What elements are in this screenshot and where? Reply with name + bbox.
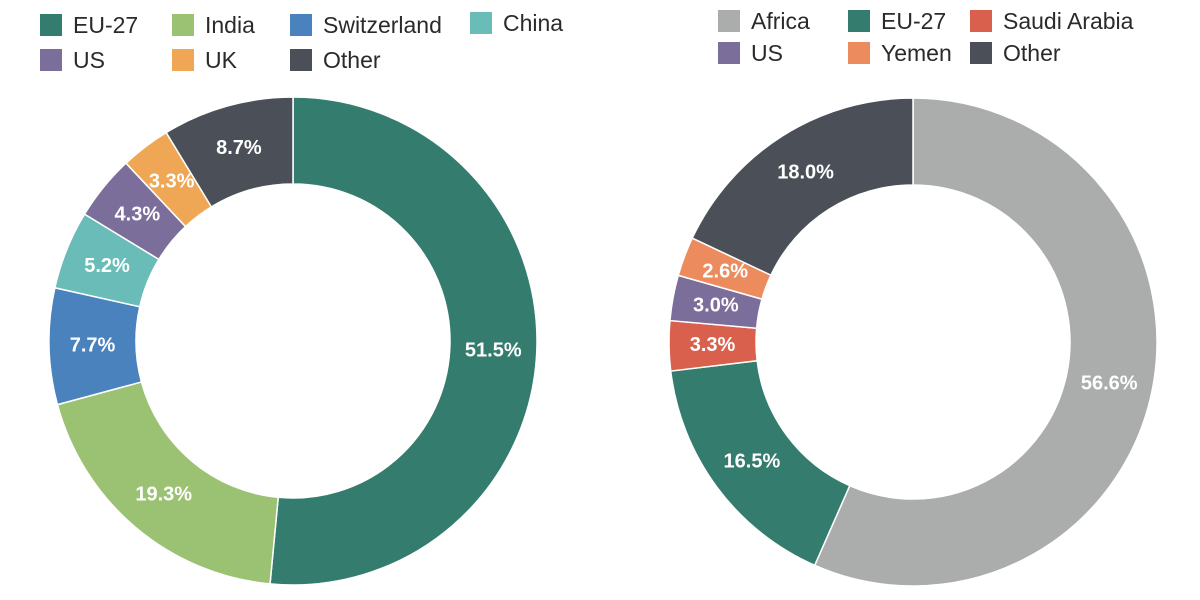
legend-item-africa: Africa xyxy=(718,8,810,34)
right-slice-other xyxy=(691,97,914,277)
legend-label-africa: Africa xyxy=(751,7,810,34)
right-slice-label-other: 18.0% xyxy=(777,162,834,184)
legend-swatch-yemen xyxy=(848,42,870,64)
legend-item-other-right: Other xyxy=(970,40,1061,66)
legend-swatch-china xyxy=(470,12,492,34)
legend-label-eu27: EU-27 xyxy=(73,11,139,38)
legend-item-us-right: US xyxy=(718,40,783,66)
legend-label-other: Other xyxy=(323,46,381,73)
legend-swatch-other xyxy=(290,49,312,71)
legend-swatch-eu27-right xyxy=(848,10,870,32)
legend-swatch-saudi-arabia xyxy=(970,10,992,32)
legend-label-yemen: Yemen xyxy=(881,39,952,66)
left-slice-label-uk: 3.3% xyxy=(149,170,195,192)
right-slice-africa xyxy=(813,97,1158,587)
legend-label-other-right: Other xyxy=(1003,39,1061,66)
legend-item-china: China xyxy=(470,10,563,36)
right-donut-chart: 56.6% 16.5% 3.3% 3.0% 2.6% 18.0% xyxy=(668,97,1158,587)
legend-item-india: India xyxy=(172,12,255,38)
left-slice-eu-27 xyxy=(269,96,538,586)
legend-label-eu27-right: EU-27 xyxy=(881,7,947,34)
right-slice-label-saudi-arabia: 3.3% xyxy=(690,334,736,356)
legend-item-saudi-arabia: Saudi Arabia xyxy=(970,8,1133,34)
legend-item-switzerland: Switzerland xyxy=(290,12,442,38)
legend-label-switzerland: Switzerland xyxy=(323,11,442,38)
right-slice-label-us: 3.0% xyxy=(693,295,739,317)
left-slice-label-switzerland: 7.7% xyxy=(70,334,116,356)
legend-item-yemen: Yemen xyxy=(848,40,952,66)
right-donut-chart-panel: Africa EU-27 Saudi Arabia US Yemen Other… xyxy=(600,0,1200,600)
legend-label-china: China xyxy=(503,9,564,36)
legend-swatch-india xyxy=(172,14,194,36)
legend-item-uk: UK xyxy=(172,47,237,73)
legend-item-eu27-right: EU-27 xyxy=(848,8,946,34)
legend-swatch-eu27 xyxy=(40,14,62,36)
left-slice-label-eu-27: 51.5% xyxy=(465,339,522,361)
right-slice-label-africa: 56.6% xyxy=(1081,372,1138,394)
legend-swatch-switzerland xyxy=(290,14,312,36)
legend-label-saudi-arabia: Saudi Arabia xyxy=(1003,7,1134,34)
left-slice-other xyxy=(165,96,294,208)
legend-label-india: India xyxy=(205,11,255,38)
left-donut-chart: 51.5% 19.3% 7.7% 5.2% 4.3% 3.3% 8.7% xyxy=(48,96,538,586)
left-slice-label-china: 5.2% xyxy=(84,255,130,277)
legend-swatch-us-right xyxy=(718,42,740,64)
legend-label-uk: UK xyxy=(205,46,237,73)
legend-item-us: US xyxy=(40,47,105,73)
right-slice-label-yemen: 2.6% xyxy=(702,261,748,283)
legend-item-other: Other xyxy=(290,47,381,73)
legend-item-eu27: EU-27 xyxy=(40,12,138,38)
left-slice-label-india: 19.3% xyxy=(135,483,192,505)
right-slice-label-eu-27: 16.5% xyxy=(724,450,781,472)
left-donut-chart-panel: EU-27 India Switzerland China US UK Othe… xyxy=(40,10,563,586)
legend-swatch-us xyxy=(40,49,62,71)
legend-swatch-uk xyxy=(172,49,194,71)
left-slice-label-us: 4.3% xyxy=(115,204,161,226)
legend-swatch-africa xyxy=(718,10,740,32)
legend-label-us-right: US xyxy=(751,39,783,66)
left-slice-label-other: 8.7% xyxy=(216,137,262,159)
legend-label-us: US xyxy=(73,46,105,73)
legend-swatch-other-right xyxy=(970,42,992,64)
